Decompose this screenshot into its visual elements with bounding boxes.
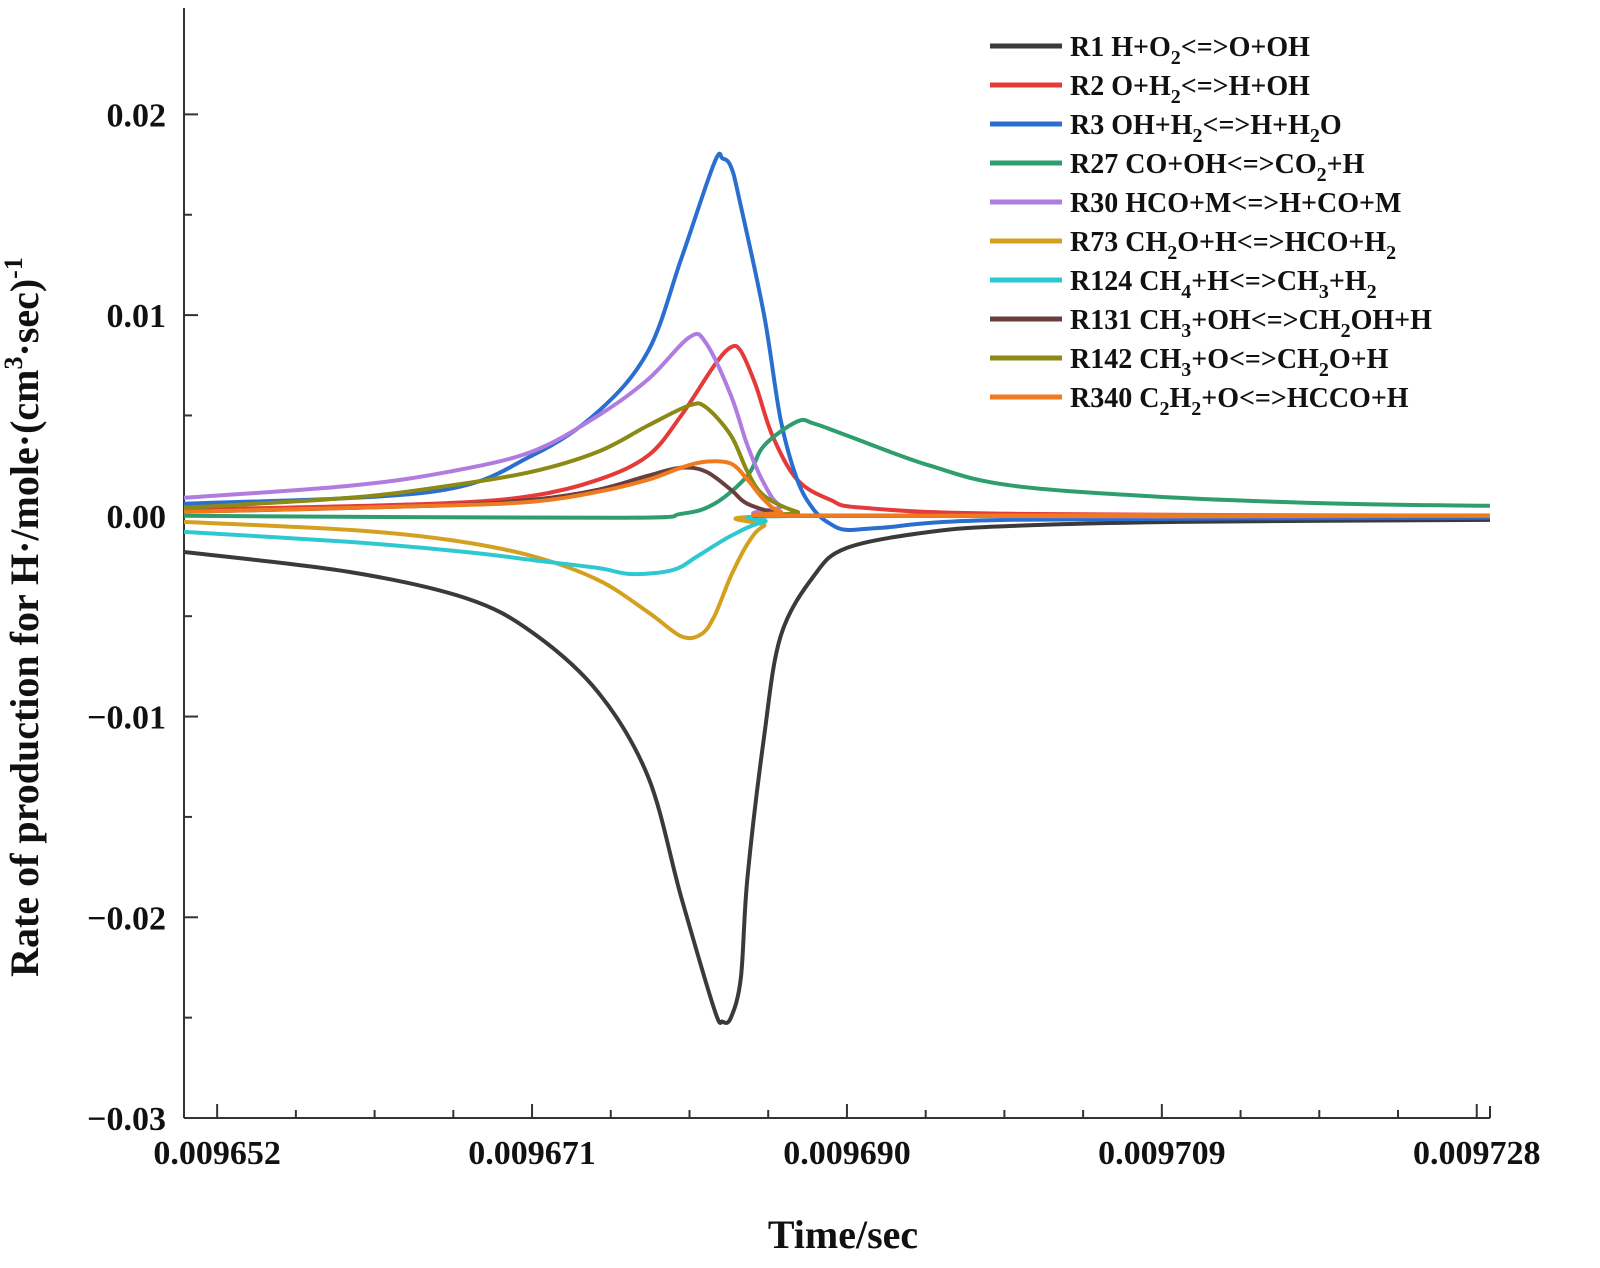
y-axis-title: Rate of production for H·/mole·(cm3·sec)… [0,257,47,977]
x-axis-title: Time/sec [768,1212,918,1257]
x-tick-label: 0.009709 [1098,1135,1226,1172]
legend-label-r142: R142 CH3+O<=>CH2O+H [1070,344,1389,381]
y-axis: 0.02 0.01 0.00 −0.01 −0.02 −0.03 [87,97,198,1138]
series-layer [184,151,1490,1025]
series-line-r27 [184,417,1490,520]
y-tick-label: −0.02 [87,900,166,937]
y-tick-label: 0.01 [107,298,167,335]
y-tick-label: −0.03 [87,1101,166,1138]
legend-label-r1: R1 H+O2<=>O+OH [1070,32,1310,69]
legend-label-r3: R3 OH+H2<=>H+H2O [1070,110,1342,147]
y-tick-label: −0.01 [87,700,166,737]
legend-label-r131: R131 CH3+OH<=>CH2OH+H [1070,305,1432,342]
plot-frame [183,8,1491,1119]
y-tick-label: 0.00 [107,499,167,536]
legend-label-r124: R124 CH4+H<=>CH3+H2 [1070,266,1377,303]
legend-label-r27: R27 CO+OH<=>CO2+H [1070,149,1365,186]
series-line-r340 [184,459,1490,519]
y-tick-label: 0.02 [107,97,167,134]
series-line-r2 [184,343,1490,518]
legend-label-r340: R340 C2H2+O<=>HCCO+H [1070,383,1409,420]
series-line-r1 [184,517,1490,1025]
legend-label-r2: R2 O+H2<=>H+OH [1070,71,1310,108]
x-tick-label: 0.009652 [153,1135,281,1172]
legend-label-r30: R30 HCO+M<=>H+CO+M [1070,188,1401,219]
x-tick-label: 0.009728 [1413,1135,1541,1172]
x-tick-label: 0.009690 [783,1135,911,1172]
x-tick-label: 0.009671 [468,1135,596,1172]
x-axis: 0.009652 0.009671 0.009690 0.009709 0.009728 [153,1104,1540,1172]
series-lines [184,151,1490,1025]
legend-label-r73: R73 CH2O+H<=>HCO+H2 [1070,227,1396,264]
